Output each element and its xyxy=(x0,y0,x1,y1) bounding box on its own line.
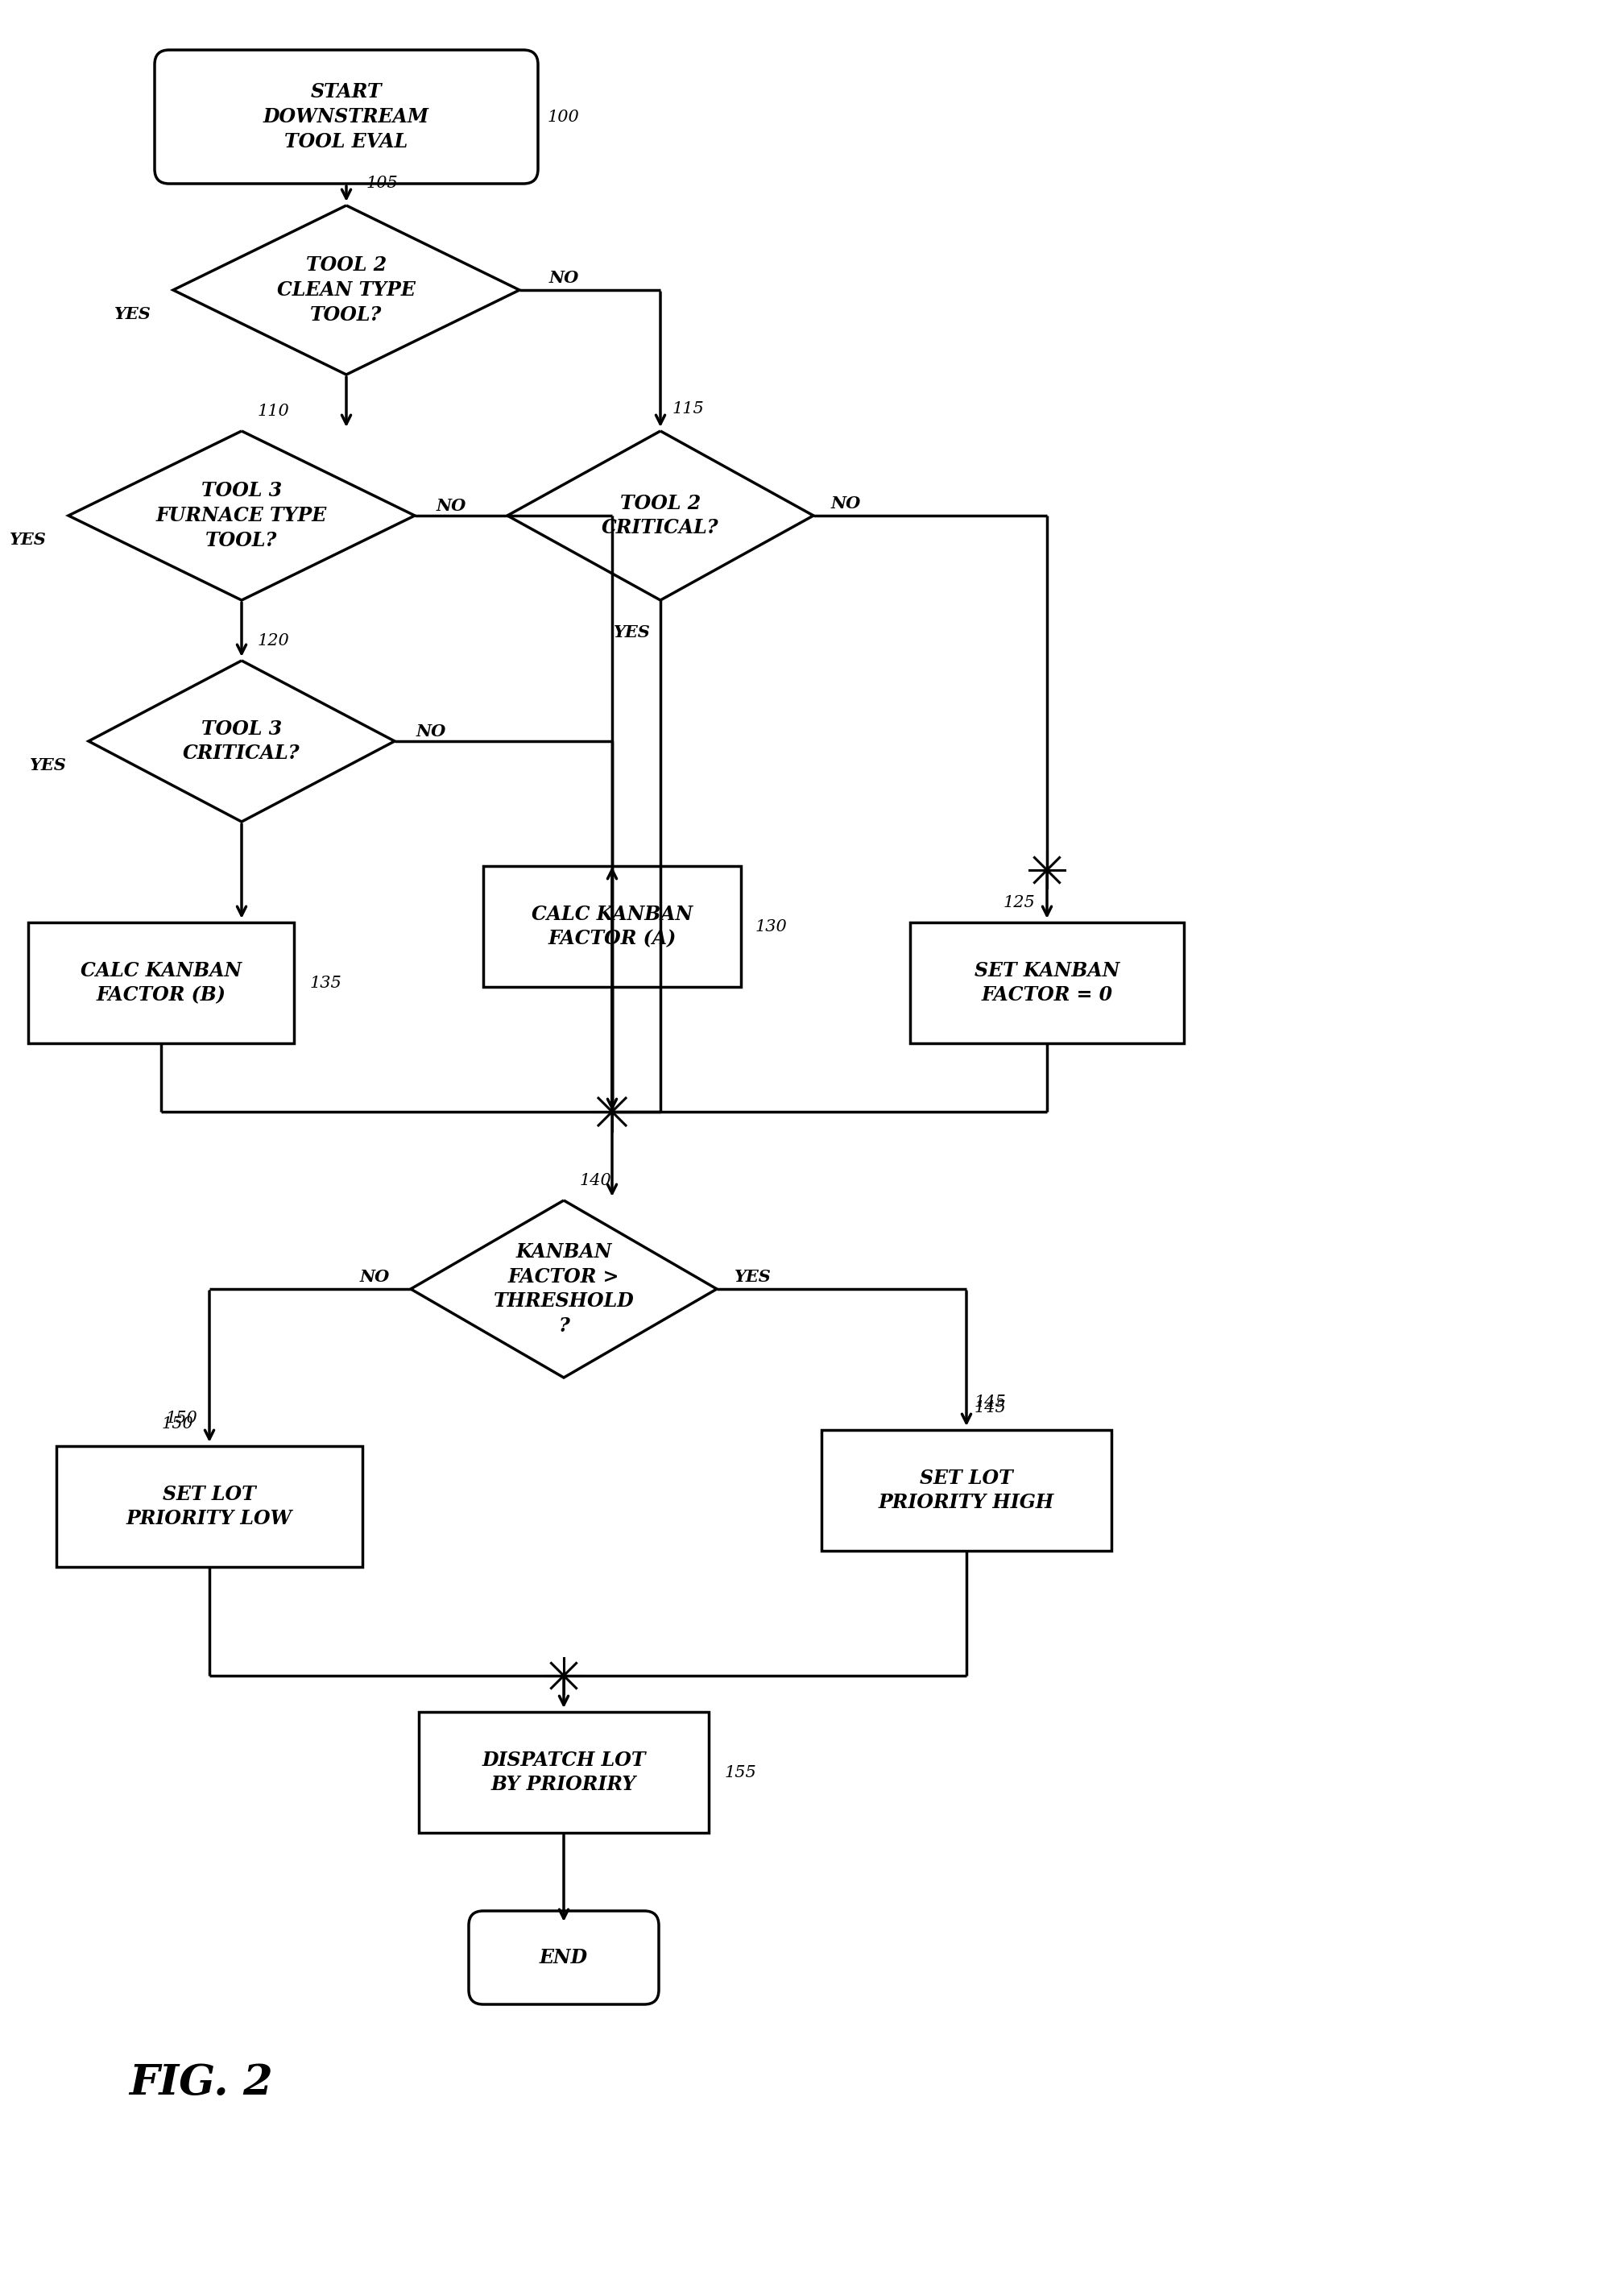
Text: DISPATCH LOT
BY PRIORIRY: DISPATCH LOT BY PRIORIRY xyxy=(482,1750,646,1795)
Text: 150: 150 xyxy=(162,1417,193,1430)
Bar xyxy=(28,923,294,1042)
Text: TOOL 3
FURNACE TYPE
TOOL?: TOOL 3 FURNACE TYPE TOOL? xyxy=(157,482,327,551)
Text: 150: 150 xyxy=(165,1410,197,1426)
Bar xyxy=(57,1446,362,1566)
Text: NO: NO xyxy=(549,271,579,287)
Text: 120: 120 xyxy=(257,634,290,647)
Text: 125: 125 xyxy=(1003,895,1036,909)
Text: 145: 145 xyxy=(974,1401,1006,1414)
Text: 100: 100 xyxy=(547,110,579,124)
Text: KANBAN
FACTOR >
THRESHOLD
?: KANBAN FACTOR > THRESHOLD ? xyxy=(493,1242,634,1336)
Text: FIG. 2: FIG. 2 xyxy=(129,2062,273,2103)
Text: NO: NO xyxy=(359,1270,390,1286)
Bar xyxy=(419,1713,709,1832)
Text: 140: 140 xyxy=(579,1173,612,1187)
Text: SET LOT
PRIORITY LOW: SET LOT PRIORITY LOW xyxy=(126,1486,293,1529)
Text: TOOL 2
CRITICAL?: TOOL 2 CRITICAL? xyxy=(602,494,718,537)
Text: 115: 115 xyxy=(673,402,704,416)
Text: TOOL 3
CRITICAL?: TOOL 3 CRITICAL? xyxy=(183,719,301,762)
Text: 155: 155 xyxy=(725,1766,757,1779)
Text: 135: 135 xyxy=(311,976,341,990)
Text: SET LOT
PRIORITY HIGH: SET LOT PRIORITY HIGH xyxy=(879,1469,1055,1513)
Text: START
DOWNSTREAM
TOOL EVAL: START DOWNSTREAM TOOL EVAL xyxy=(264,83,429,152)
Bar xyxy=(822,1430,1112,1550)
Text: NO: NO xyxy=(830,496,861,512)
Text: TOOL 2
CLEAN TYPE
TOOL?: TOOL 2 CLEAN TYPE TOOL? xyxy=(277,255,416,324)
Text: YES: YES xyxy=(735,1270,772,1286)
Text: END: END xyxy=(539,1947,587,1968)
Text: SET KANBAN
FACTOR = 0: SET KANBAN FACTOR = 0 xyxy=(974,960,1120,1006)
Bar xyxy=(484,866,741,987)
Text: 110: 110 xyxy=(257,404,290,418)
Text: YES: YES xyxy=(10,533,47,549)
Text: NO: NO xyxy=(416,723,447,739)
Text: YES: YES xyxy=(613,625,650,641)
Text: CALC KANBAN
FACTOR (B): CALC KANBAN FACTOR (B) xyxy=(81,960,241,1006)
Text: YES: YES xyxy=(115,305,152,321)
Text: NO: NO xyxy=(435,498,466,514)
Text: YES: YES xyxy=(29,758,66,774)
Bar xyxy=(909,923,1184,1042)
Text: 145: 145 xyxy=(974,1394,1006,1410)
Text: 105: 105 xyxy=(366,174,398,191)
Text: CALC KANBAN
FACTOR (A): CALC KANBAN FACTOR (A) xyxy=(531,905,693,948)
Text: 130: 130 xyxy=(756,918,788,934)
